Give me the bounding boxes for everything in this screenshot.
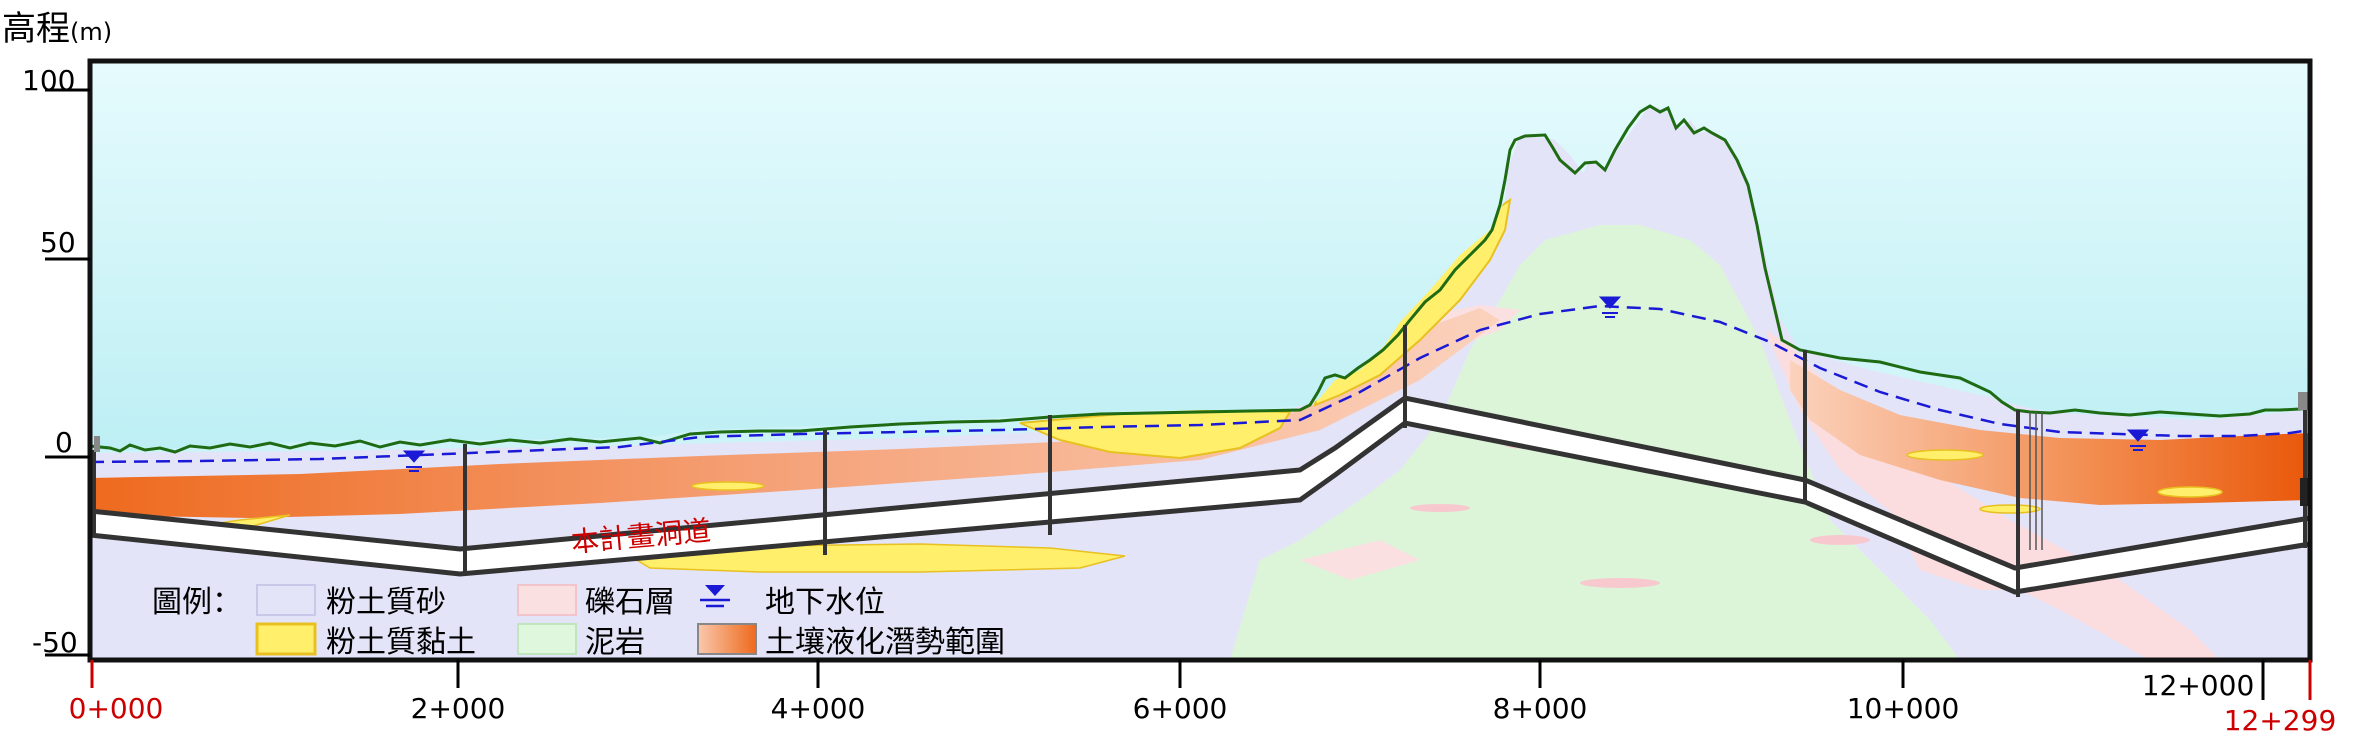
x-tick-label: 2+000 — [411, 692, 506, 725]
legend-label: 土壤液化潛勢範圍 — [765, 625, 1005, 660]
legend-swatch-groundwater-icon — [700, 585, 730, 608]
legend-label: 礫石層 — [585, 585, 675, 620]
gravel-lens — [1810, 535, 1870, 545]
y-tick-label: -50 — [32, 626, 78, 659]
legend-swatch-silty-sand — [256, 584, 316, 616]
y-axis-unit: (m) — [70, 18, 112, 46]
y-axis-ticks: 100 50 0 -50 — [22, 64, 90, 659]
silty-clay-lens — [691, 481, 765, 491]
tunnel-crown-line — [89, 395, 2311, 571]
x-tick-label: 12+299 — [2224, 704, 2337, 737]
legend-swatch-liquefaction — [697, 623, 757, 655]
x-tick-label: 8+000 — [1493, 692, 1588, 725]
ground-surface-line — [89, 104, 2311, 454]
groundwater-marker — [2126, 429, 2150, 451]
x-tick-label: 4+000 — [771, 692, 866, 725]
silty-clay-lens — [2157, 486, 2223, 498]
legend-title: 圖例： — [152, 585, 242, 620]
y-axis-title: 高程 — [2, 9, 70, 49]
plot-frame — [87, 58, 2313, 663]
liquefaction-zone-east — [1790, 360, 2310, 505]
borehole-lines — [92, 325, 2307, 597]
groundwater-marker — [402, 450, 426, 472]
groundwater-table-line — [89, 304, 2311, 464]
y-tick-label: 100 — [22, 64, 75, 97]
gravel-lens — [1580, 578, 1660, 588]
sky-cover — [90, 61, 2310, 450]
shaft-marker — [94, 436, 100, 452]
y-tick-label: 50 — [40, 226, 76, 259]
legend-swatch-mudstone — [517, 623, 577, 655]
legend-swatch-gravel — [517, 584, 577, 616]
silty-clay-lens — [1906, 449, 1984, 461]
groundwater-marker — [1598, 296, 1622, 318]
y-tick-label: 0 — [55, 426, 73, 459]
legend: 圖例： 粉土質砂 礫石層 地下水位 粉土質黏土 泥岩 土壤液化潛勢範圍 — [152, 584, 1005, 660]
x-tick-label: 6+000 — [1133, 692, 1228, 725]
x-tick-label: 12+000 — [2142, 669, 2255, 702]
legend-label: 粉土質砂 — [326, 585, 446, 620]
legend-label: 泥岩 — [585, 625, 645, 660]
silty-clay-lens — [1979, 504, 2041, 514]
silty-clay-lens — [627, 543, 1126, 573]
shaft-marker — [2029, 412, 2043, 550]
shaft-marker — [2300, 478, 2310, 506]
tunnel-band — [90, 398, 2310, 592]
x-tick-label: 0+000 — [69, 692, 164, 725]
strata-layers — [90, 61, 2310, 660]
x-tick-label: 10+000 — [1847, 692, 1960, 725]
legend-label: 地下水位 — [765, 585, 885, 620]
x-axis-ticks: 0+000 2+000 4+000 6+000 8+000 10+000 12+… — [69, 660, 2337, 737]
tunnel-invert-line — [89, 420, 2311, 595]
gravel-lens — [1410, 504, 1470, 512]
legend-swatch-silty-clay — [255, 622, 317, 656]
gravel-lens — [1300, 540, 1420, 580]
legend-label: 粉土質黏土 — [326, 625, 476, 660]
shaft-marker — [2298, 392, 2308, 410]
liquefaction-zone-west — [90, 308, 1500, 518]
